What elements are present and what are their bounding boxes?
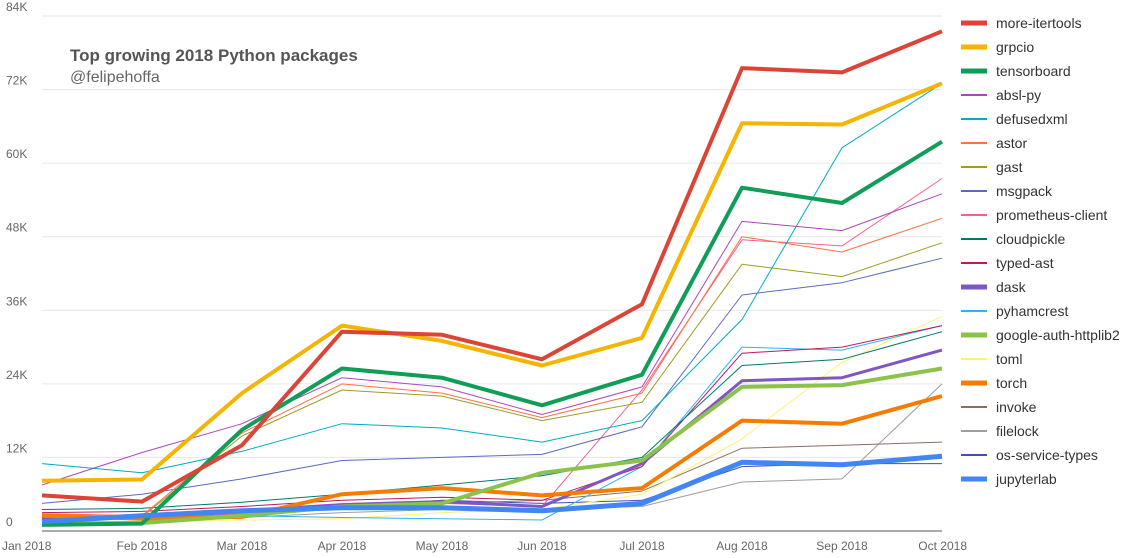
y-tick-label: 36K xyxy=(6,294,27,308)
legend-label: gast xyxy=(996,159,1023,175)
legend-label: os-service-types xyxy=(996,447,1098,463)
series-line-tensorboard xyxy=(41,139,944,527)
legend-label: invoke xyxy=(996,399,1037,415)
gridlines xyxy=(42,15,942,458)
y-tick-label: 60K xyxy=(6,147,27,161)
series-line-msgpack xyxy=(41,257,943,504)
legend-label: torch xyxy=(996,375,1027,391)
x-tick-label: Mar 2018 xyxy=(217,539,268,553)
x-tick-label: Apr 2018 xyxy=(318,539,367,553)
legend-label: grpcio xyxy=(996,39,1034,55)
series-line-jupyterlab xyxy=(41,453,943,525)
series-line-absl-py xyxy=(41,193,943,486)
legend-label: toml xyxy=(996,351,1022,367)
legend-label: prometheus-client xyxy=(996,207,1107,223)
legend-label: filelock xyxy=(996,423,1040,439)
y-tick-label: 0 xyxy=(6,515,13,529)
legend-label: pyhamcrest xyxy=(996,303,1068,319)
x-tick-label: Aug 2018 xyxy=(716,539,768,553)
legend-label: msgpack xyxy=(996,183,1053,199)
y-tick-label: 72K xyxy=(6,74,27,88)
x-tick-label: May 2018 xyxy=(416,539,469,553)
chart-title: Top growing 2018 Python packages xyxy=(70,46,358,65)
legend-label: defusedxml xyxy=(996,111,1068,127)
x-tick-label: Jun 2018 xyxy=(517,539,567,553)
legend-label: jupyterlab xyxy=(995,471,1057,487)
x-tick-label: Sep 2018 xyxy=(816,539,868,553)
legend-label: typed-ast xyxy=(996,255,1054,271)
x-tick-label: Jan 2018 xyxy=(2,539,52,553)
x-axis-tick-labels: Jan 2018 Feb 2018 Mar 2018 Apr 2018 May 2018… xyxy=(2,539,967,553)
series-line-filelock xyxy=(41,383,943,521)
y-tick-label: 12K xyxy=(6,441,27,455)
legend-label: more-itertools xyxy=(996,15,1082,31)
series-line-typed-ast xyxy=(41,325,943,514)
y-axis-tick-labels: 0 12K 24K 36K 48K 60K 72K 84K xyxy=(6,0,27,529)
legend: more-itertools grpcio tensorboard absl-py de… xyxy=(961,15,1120,487)
series-line-grpcio xyxy=(41,81,943,483)
series-line-cloudpickle xyxy=(41,331,943,510)
x-tick-label: Feb 2018 xyxy=(117,539,168,553)
legend-label: dask xyxy=(996,279,1027,295)
series-line-defusedxml xyxy=(41,82,943,474)
legend-label: google-auth-httplib2 xyxy=(996,327,1120,343)
legend-label: astor xyxy=(996,135,1027,151)
series-line-google-auth-httplib2 xyxy=(41,366,943,526)
series-lines xyxy=(41,29,944,527)
y-tick-label: 84K xyxy=(6,0,27,14)
x-tick-label: Oct 2018 xyxy=(918,539,967,553)
series-line-astor xyxy=(41,217,943,517)
legend-label: absl-py xyxy=(996,87,1041,103)
y-tick-label: 24K xyxy=(6,368,27,382)
x-tick-label: Jul 2018 xyxy=(619,539,665,553)
legend-label: tensorboard xyxy=(996,63,1071,79)
series-line-more-itertools xyxy=(41,29,943,504)
legend-label: cloudpickle xyxy=(996,231,1065,247)
chart-subtitle: @felipehoffa xyxy=(70,69,160,86)
y-tick-label: 48K xyxy=(6,221,27,235)
